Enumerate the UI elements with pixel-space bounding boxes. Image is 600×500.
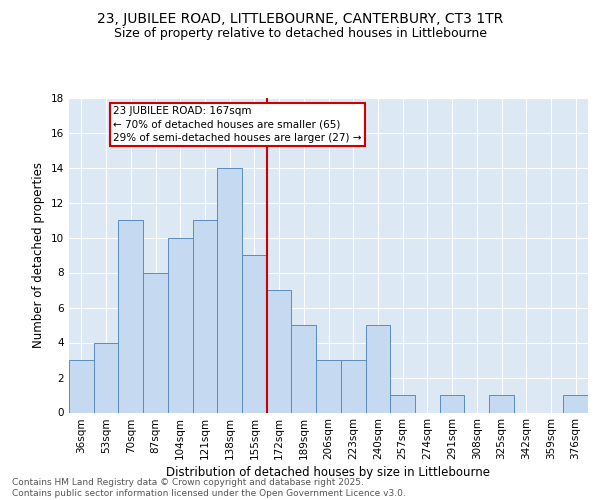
Bar: [94, 342, 118, 412]
Bar: [440, 395, 464, 412]
Bar: [292, 325, 316, 412]
Bar: [168, 238, 193, 412]
Bar: [69, 360, 94, 412]
Bar: [316, 360, 341, 412]
Bar: [242, 255, 267, 412]
Text: Size of property relative to detached houses in Littlebourne: Size of property relative to detached ho…: [113, 28, 487, 40]
Bar: [563, 395, 588, 412]
Text: Contains HM Land Registry data © Crown copyright and database right 2025.
Contai: Contains HM Land Registry data © Crown c…: [12, 478, 406, 498]
Bar: [118, 220, 143, 412]
X-axis label: Distribution of detached houses by size in Littlebourne: Distribution of detached houses by size …: [167, 466, 491, 479]
Bar: [489, 395, 514, 412]
Bar: [365, 325, 390, 412]
Bar: [143, 272, 168, 412]
Bar: [217, 168, 242, 412]
Bar: [267, 290, 292, 412]
Bar: [390, 395, 415, 412]
Text: 23 JUBILEE ROAD: 167sqm
← 70% of detached houses are smaller (65)
29% of semi-de: 23 JUBILEE ROAD: 167sqm ← 70% of detache…: [113, 106, 362, 142]
Text: 23, JUBILEE ROAD, LITTLEBOURNE, CANTERBURY, CT3 1TR: 23, JUBILEE ROAD, LITTLEBOURNE, CANTERBU…: [97, 12, 503, 26]
Bar: [341, 360, 365, 412]
Bar: [193, 220, 217, 412]
Y-axis label: Number of detached properties: Number of detached properties: [32, 162, 46, 348]
